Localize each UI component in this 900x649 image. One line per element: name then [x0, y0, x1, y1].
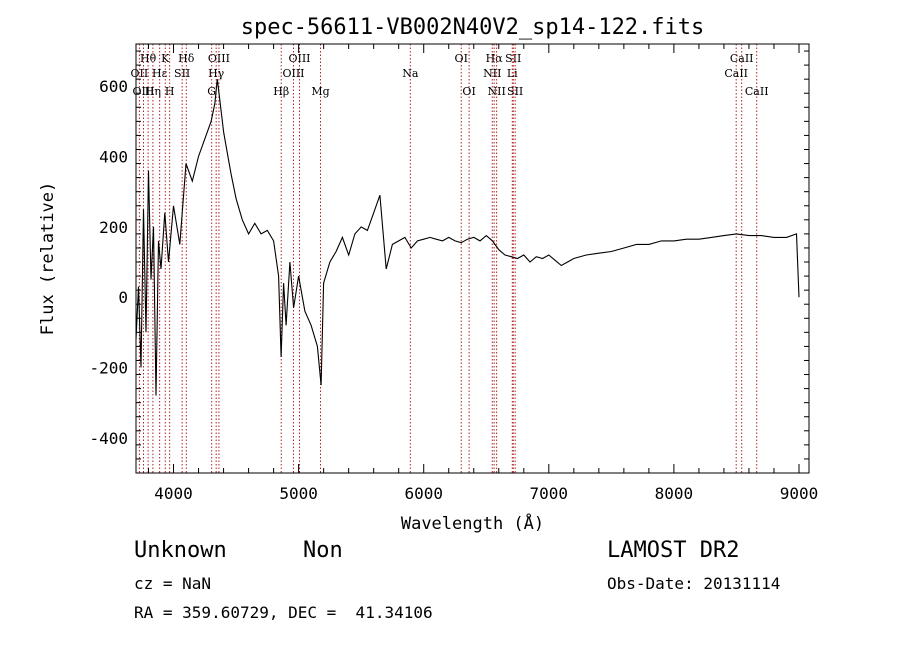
line-label: OI	[462, 85, 475, 98]
line-label: Hα	[486, 52, 504, 65]
redshift-cz: cz = NaN	[134, 574, 212, 593]
line-label: SII	[505, 52, 521, 65]
y-axis-label: Flux (relative)	[38, 182, 58, 336]
plot-frame	[135, 43, 810, 474]
line-label: OIII	[208, 52, 230, 65]
line-label: CaII	[730, 52, 754, 65]
object-type: Unknown	[134, 538, 227, 563]
line-label: G	[207, 85, 216, 98]
x-tick-label: 4000	[154, 484, 193, 503]
x-tick-label: 5000	[279, 484, 318, 503]
x-tick-label: 6000	[404, 484, 443, 503]
y-tick-label: -200	[89, 359, 128, 378]
x-axis-label: Wavelength (Å)	[401, 512, 544, 534]
line-label: H	[165, 85, 175, 98]
chart-title: spec-56611-VB002N40V2_sp14-122.fits	[241, 15, 705, 40]
line-label: OIII	[288, 52, 310, 65]
obs-date: Obs-Date: 20131114	[607, 574, 781, 593]
y-tick-label: 200	[99, 218, 128, 237]
line-label: NII	[487, 85, 505, 98]
line-label: OIII	[132, 85, 154, 98]
line-label: Hη	[145, 85, 161, 98]
y-tick-label: 0	[118, 288, 128, 307]
line-label: Mg	[311, 85, 329, 98]
line-label: Hε	[152, 67, 168, 80]
line-label: SII	[507, 85, 523, 98]
line-label: Hθ	[140, 52, 157, 65]
line-label: K	[161, 52, 170, 65]
x-tick-label: 7000	[530, 484, 569, 503]
y-tick-label: -400	[89, 429, 128, 448]
x-tick-label: 8000	[655, 484, 694, 503]
line-label: OIII	[282, 67, 304, 80]
line-label: Na	[402, 67, 419, 80]
line-label: Hβ	[273, 85, 289, 98]
y-tick-label: 600	[99, 77, 128, 96]
line-label: CaII	[724, 67, 748, 80]
spectrum-line	[135, 79, 800, 396]
coordinates: RA = 359.60729, DEC = 41.34106	[134, 603, 433, 622]
line-label: OI	[455, 52, 468, 65]
survey-name: LAMOST DR2	[607, 538, 740, 563]
x-tick-label: 9000	[780, 484, 819, 503]
line-label: CaII	[745, 85, 769, 98]
object-class: Non	[303, 538, 343, 563]
line-label: NII	[483, 67, 501, 80]
line-label: SII	[174, 67, 190, 80]
y-tick-label: 400	[99, 148, 128, 167]
line-label: Hδ	[178, 52, 195, 65]
line-label: Hγ	[208, 67, 225, 80]
line-label: OII	[131, 67, 149, 80]
line-label: Li	[507, 67, 518, 80]
